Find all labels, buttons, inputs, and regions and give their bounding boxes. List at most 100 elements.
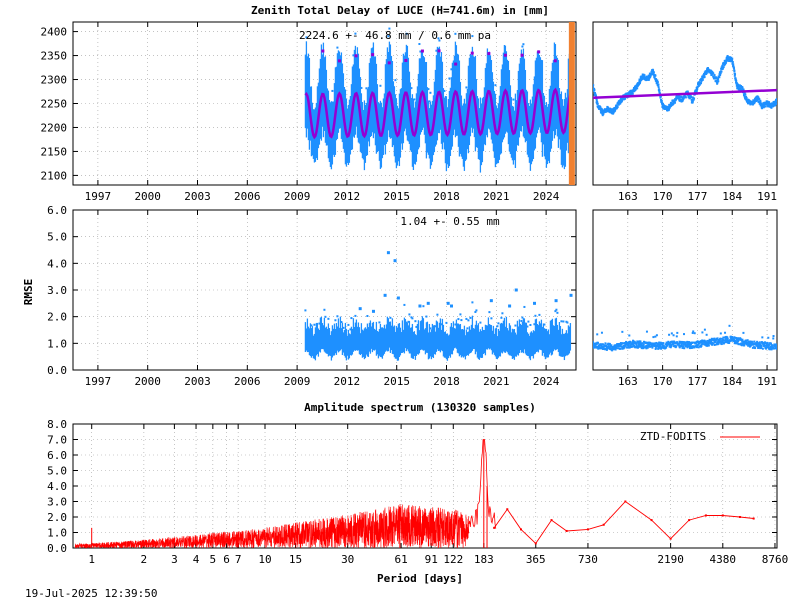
rmse-recent-point bbox=[753, 342, 756, 345]
x-tick-label: 191 bbox=[757, 375, 777, 388]
x-tick-label: 7 bbox=[235, 553, 242, 566]
rmse-recent-point bbox=[639, 340, 642, 343]
ztd-recent-point bbox=[738, 85, 741, 88]
rmse-recent-point bbox=[775, 345, 777, 348]
ztd-recent-point bbox=[761, 107, 764, 110]
ztd-point bbox=[352, 54, 355, 57]
rmse-point bbox=[465, 317, 468, 320]
x-tick-label: 2009 bbox=[284, 375, 311, 388]
rmse-point bbox=[497, 322, 500, 325]
rmse-point bbox=[457, 318, 460, 321]
ztd-recent-point bbox=[667, 108, 670, 111]
rmse-recent-point bbox=[636, 345, 639, 348]
spectrum-point bbox=[565, 529, 568, 532]
ztd-recent-point bbox=[759, 100, 762, 103]
rmse-point bbox=[467, 319, 470, 322]
y-tick-label: 2150 bbox=[41, 145, 68, 158]
rmse-recent-point bbox=[605, 345, 608, 348]
ztd-recent-point bbox=[636, 85, 639, 88]
ztd-point bbox=[448, 77, 451, 80]
rmse-recent-point bbox=[760, 346, 763, 349]
y-tick-label: 2.0 bbox=[47, 511, 67, 524]
rmse-recent-point bbox=[600, 343, 603, 346]
ztd-recent-point bbox=[706, 70, 709, 73]
rmse-recent-point bbox=[707, 344, 710, 347]
rmse-point bbox=[460, 319, 463, 322]
x-tick-label: 2012 bbox=[334, 190, 361, 203]
rmse-point bbox=[407, 320, 410, 323]
rmse-recent-point bbox=[607, 345, 610, 348]
rmse-recent-point bbox=[631, 345, 634, 348]
rmse-recent-point bbox=[733, 339, 736, 342]
y-tick-label: 3.0 bbox=[47, 284, 67, 297]
rmse-recent-point bbox=[763, 343, 766, 346]
ztd-recent-point bbox=[657, 83, 660, 86]
rmse-recent-point bbox=[594, 344, 597, 347]
ztd-point bbox=[443, 89, 446, 92]
spectrum-point bbox=[704, 514, 707, 517]
ztd-recent-point bbox=[631, 91, 634, 94]
rmse-recent-point bbox=[676, 331, 679, 334]
y-tick-label: 0.0 bbox=[47, 542, 67, 555]
rmse-recent-point bbox=[653, 342, 656, 345]
y-tick-label: 2400 bbox=[41, 26, 68, 39]
rmse-recent-point bbox=[641, 346, 644, 349]
ztd-recent-point bbox=[747, 100, 750, 103]
rmse-recent-point bbox=[640, 347, 643, 350]
rmse-recent-point bbox=[666, 344, 669, 347]
ztd-point bbox=[471, 35, 474, 38]
ztd-fit-marker bbox=[454, 62, 458, 66]
rmse-outlier bbox=[371, 309, 375, 313]
x-tick-label: 6 bbox=[223, 553, 230, 566]
rmse-recent-point bbox=[763, 345, 766, 348]
x-tick-label: 91 bbox=[425, 553, 438, 566]
ztd-recent-point bbox=[594, 95, 597, 98]
rmse-recent-point bbox=[653, 343, 656, 346]
rmse-recent-point bbox=[706, 339, 709, 342]
rmse-recent-point bbox=[693, 346, 696, 349]
rmse-recent-point bbox=[766, 342, 769, 345]
x-tick-label: 2018 bbox=[433, 190, 460, 203]
rmse-outlier bbox=[554, 299, 558, 303]
rmse-recent-point bbox=[596, 333, 599, 336]
ztd-recent-point bbox=[720, 70, 723, 73]
rmse-point bbox=[523, 305, 526, 308]
rmse-recent-point bbox=[645, 344, 648, 347]
rmse-recent-point bbox=[696, 345, 699, 348]
rmse-recent-point bbox=[593, 342, 595, 345]
ztd-recent-point bbox=[678, 99, 681, 102]
x-tick-label: 2024 bbox=[533, 375, 560, 388]
rmse-recent-point bbox=[767, 336, 770, 339]
rmse-recent-point bbox=[635, 343, 638, 346]
spectrum-lines bbox=[74, 439, 755, 548]
rmse-recent-point bbox=[646, 346, 649, 349]
y-tick-label: 6.0 bbox=[47, 204, 67, 217]
ztd-recent-point bbox=[625, 92, 628, 95]
ztd-recent-point bbox=[673, 101, 676, 104]
rmse-point bbox=[378, 321, 381, 324]
ztd-recent-point bbox=[670, 101, 673, 104]
rmse-recent-point bbox=[651, 346, 654, 349]
y-tick-label: 7.0 bbox=[47, 434, 67, 447]
rmse-recent-point bbox=[614, 345, 617, 348]
ztd-recent-point bbox=[666, 105, 669, 108]
ztd-recent-point bbox=[695, 90, 698, 93]
ztd-recent-point bbox=[659, 95, 662, 98]
x-tick-label: 2021 bbox=[483, 190, 510, 203]
ztd-fit-marker bbox=[420, 49, 424, 53]
spectrum-point bbox=[688, 519, 691, 522]
spectrum-point bbox=[669, 537, 672, 540]
spectrum-legend-label: ZTD-FODITS bbox=[640, 430, 706, 443]
rmse-recent-point bbox=[680, 345, 683, 348]
rmse-recent-point bbox=[622, 347, 625, 350]
rmse-recent-point bbox=[656, 345, 659, 348]
rmse-recent-point bbox=[593, 343, 595, 346]
ztd-recent-point bbox=[654, 74, 657, 77]
rmse-recent-point bbox=[715, 343, 718, 346]
x-tick-label: 2 bbox=[141, 553, 148, 566]
ztd-recent-point bbox=[734, 73, 737, 76]
ztd-recent-point bbox=[611, 110, 614, 113]
y-tick-label: 4.0 bbox=[47, 480, 67, 493]
y-tick-label: 5.0 bbox=[47, 465, 67, 478]
ztd-recent-point bbox=[776, 97, 777, 100]
